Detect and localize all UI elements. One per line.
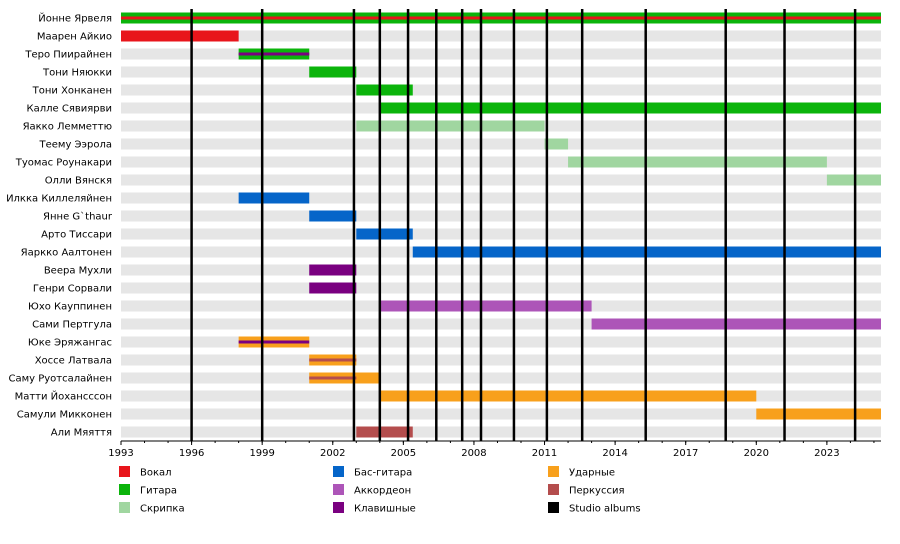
bar-keyboards bbox=[309, 264, 357, 276]
member-label: Туомас Роунакари bbox=[15, 158, 112, 169]
member-label: Хоссе Латвала bbox=[35, 356, 112, 367]
member-label: Саму Руотсалайнен bbox=[8, 374, 112, 385]
bar-percussion bbox=[309, 376, 357, 380]
bar-bass bbox=[309, 210, 357, 222]
x-tick-label: 1993 bbox=[108, 448, 133, 459]
member-label: Яаркко Аалтонен bbox=[21, 248, 112, 259]
x-tick-label: 1996 bbox=[179, 448, 204, 459]
x-tick-label: 2002 bbox=[320, 448, 345, 459]
row-stripe bbox=[121, 264, 881, 276]
legend-label-vocal: Вокал bbox=[140, 468, 172, 479]
row-stripe bbox=[121, 336, 881, 348]
row-stripe bbox=[121, 66, 881, 78]
x-tick-label: 2005 bbox=[391, 448, 416, 459]
member-label: Теему Ээрола bbox=[38, 140, 112, 151]
x-tick-label: 1999 bbox=[249, 448, 274, 459]
legend-label-percussion: Перкуссия bbox=[569, 486, 625, 497]
x-tick-label: 2014 bbox=[602, 448, 627, 459]
member-label: Тони Хонканен bbox=[32, 86, 112, 97]
legend-swatch-accordion bbox=[333, 484, 344, 495]
row-stripe bbox=[121, 210, 881, 222]
x-tick-label: 2023 bbox=[814, 448, 839, 459]
x-tick-label: 2017 bbox=[673, 448, 698, 459]
member-label: Арто Тиссари bbox=[41, 230, 112, 241]
row-stripe bbox=[121, 156, 881, 168]
x-axis: 1993 1996 1999 2002 2005 2008 2011 2014 2017 2020… bbox=[108, 440, 881, 459]
bar-vocal bbox=[121, 30, 239, 42]
bar-guitar bbox=[379, 102, 881, 114]
member-label: Сами Пертгула bbox=[32, 320, 112, 331]
row-stripe bbox=[121, 354, 881, 366]
member-label: Матти Йохансссон bbox=[15, 390, 112, 403]
member-label: Яакко Лемметтю bbox=[23, 122, 112, 133]
legend-label-guitar: Гитара bbox=[140, 486, 177, 497]
member-label: Янне G`thaur bbox=[43, 211, 113, 223]
row-stripe bbox=[121, 138, 881, 150]
member-label: Юхо Кауппинен bbox=[28, 302, 112, 313]
row-stripes bbox=[121, 12, 881, 438]
legend-label-drums: Ударные bbox=[569, 468, 615, 479]
bar-bass bbox=[238, 192, 310, 204]
row-stripe bbox=[121, 372, 881, 384]
row-stripe bbox=[121, 318, 881, 330]
member-label: Калле Сявиярви bbox=[27, 104, 113, 115]
legend-swatch-guitar bbox=[119, 484, 130, 495]
row-stripe bbox=[121, 84, 881, 96]
legend-label-bass: Бас-гитара bbox=[354, 468, 412, 479]
album-lines bbox=[190, 9, 857, 441]
member-label: Йонне Ярвеля bbox=[38, 12, 112, 25]
bar-percussion bbox=[309, 358, 357, 362]
member-label: Маарен Айкио bbox=[37, 32, 112, 43]
legend-label-albums: Studio albums bbox=[569, 504, 641, 515]
row-stripe bbox=[121, 282, 881, 294]
member-label: Веера Мухли bbox=[44, 266, 112, 277]
member-label: Тони Няюкки bbox=[42, 68, 112, 79]
bar-guitar bbox=[309, 66, 357, 78]
member-label: Олли Вянскя bbox=[45, 176, 112, 187]
member-label: Илкка Киллеляйнен bbox=[6, 194, 112, 205]
bar-bass bbox=[356, 228, 413, 240]
bar-drums bbox=[379, 390, 757, 402]
legend-label-keyboards: Клавишные bbox=[354, 504, 416, 515]
legend-label-accordion: Аккордеон bbox=[354, 486, 411, 497]
row-stripe bbox=[121, 48, 881, 60]
bar-drums bbox=[756, 408, 881, 420]
member-label: Юке Эряжангас bbox=[28, 338, 112, 349]
bar-accordion bbox=[379, 300, 592, 312]
legend-swatch-percussion bbox=[548, 484, 559, 495]
row-stripe bbox=[121, 228, 881, 240]
bar-keyboards bbox=[238, 52, 310, 56]
row-stripe bbox=[121, 426, 881, 438]
member-label: Теро Пиирайнен bbox=[24, 50, 112, 61]
row-stripe bbox=[121, 174, 881, 186]
bar-keyboards bbox=[238, 340, 310, 344]
bar-accordion bbox=[591, 318, 881, 330]
legend-swatch-violin bbox=[119, 502, 130, 513]
member-label: Самули Микконен bbox=[17, 410, 112, 421]
legend: Вокал Гитара Скрипка Бас-гитара Аккордеон Кла… bbox=[119, 466, 641, 515]
x-tick-label: 2008 bbox=[461, 448, 486, 459]
row-stripe bbox=[121, 408, 881, 420]
bar-violin bbox=[544, 138, 569, 150]
bar-guitar bbox=[356, 84, 413, 96]
legend-swatch-keyboards bbox=[333, 502, 344, 513]
legend-swatch-bass bbox=[333, 466, 344, 477]
bar-percussion bbox=[356, 426, 413, 438]
bar-violin bbox=[356, 120, 545, 132]
x-tick-label: 2020 bbox=[744, 448, 769, 459]
row-stripe bbox=[121, 192, 881, 204]
bar-vocal bbox=[121, 16, 881, 20]
x-tick-label: 2011 bbox=[532, 448, 557, 459]
legend-swatch-drums bbox=[548, 466, 559, 477]
legend-label-violin: Скрипка bbox=[140, 504, 185, 515]
legend-swatch-albums bbox=[548, 502, 559, 513]
bar-keyboards bbox=[309, 282, 357, 294]
member-label: Генри Сорвали bbox=[33, 284, 112, 295]
row-stripe bbox=[121, 30, 881, 42]
member-label: Али Мяяття bbox=[51, 428, 112, 439]
legend-swatch-vocal bbox=[119, 466, 130, 477]
bar-violin bbox=[568, 156, 827, 168]
member-labels: Йонне Ярвеля Маарен Айкио Теро Пиирайнен То… bbox=[6, 12, 113, 439]
